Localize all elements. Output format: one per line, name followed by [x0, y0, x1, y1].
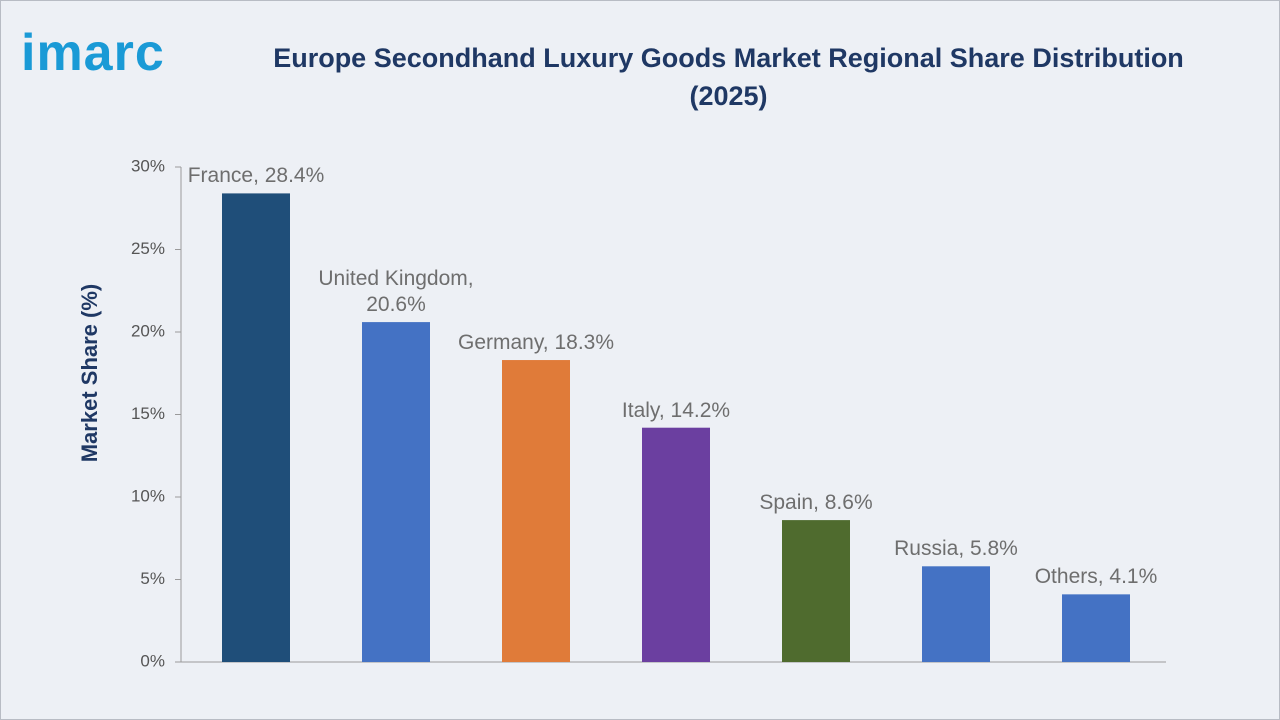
bar [782, 520, 850, 662]
value-label: Spain, 8.6% [759, 491, 873, 515]
y-axis-title: Market Share (%) [77, 284, 102, 463]
value-label: United Kingdom, 20.6% [318, 267, 474, 317]
value-label: Italy, 14.2% [621, 398, 731, 422]
y-tick-label: 5% [140, 569, 165, 588]
y-tick-label: 30% [131, 156, 165, 175]
bar [922, 566, 990, 662]
bar [1062, 594, 1130, 662]
y-tick-label: 10% [131, 486, 165, 505]
logo: imarc [21, 24, 165, 82]
value-label: Others, 4.1% [1034, 565, 1158, 589]
y-tick-label: 20% [131, 321, 165, 340]
bar [362, 322, 430, 662]
y-tick-label: 15% [131, 404, 165, 423]
value-label: Russia, 5.8% [894, 537, 1018, 561]
value-label: Germany, 18.3% [457, 331, 615, 355]
bar [642, 427, 710, 662]
bar [502, 360, 570, 662]
y-tick-label: 0% [140, 651, 165, 670]
y-tick-label: 25% [131, 239, 165, 258]
bar [222, 193, 290, 662]
chart-title: Europe Secondhand Luxury Goods Market Re… [273, 43, 1184, 111]
value-label: France, 28.4% [187, 164, 325, 188]
